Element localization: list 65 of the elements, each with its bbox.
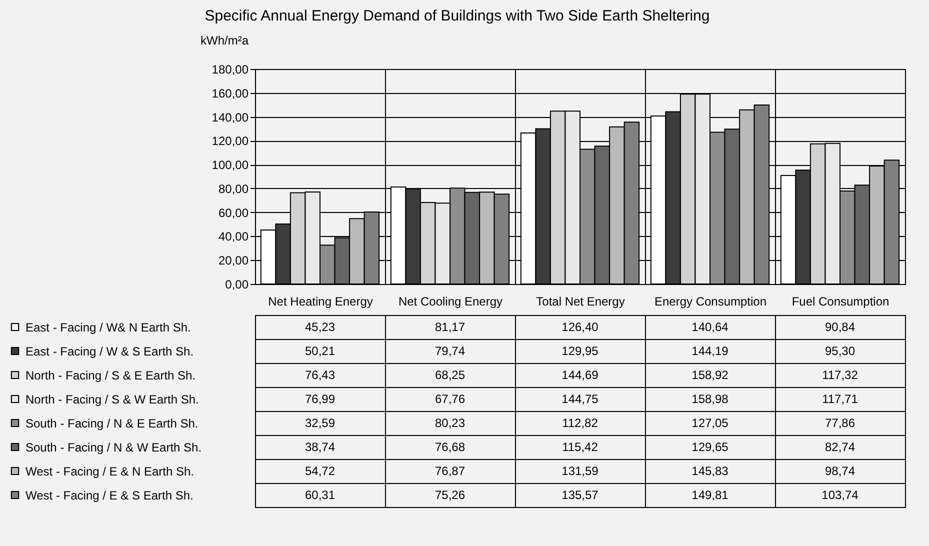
- y-axis-title: kWh/m²a: [200, 34, 249, 48]
- data-label: 54,72: [304, 464, 336, 478]
- x-tick-label: Fuel Consumption: [792, 294, 890, 308]
- legend-label: East - Facing / W& N Earth Sh.: [26, 320, 191, 334]
- y-tick-label: 140,00: [212, 110, 249, 124]
- legend-label: South - Facing / N & W Earth Sh.: [26, 440, 202, 454]
- data-label: 77,86: [824, 416, 856, 430]
- y-tick-label: 100,00: [212, 158, 249, 172]
- data-label: 67,76: [434, 392, 466, 406]
- data-label: 112,82: [562, 416, 598, 430]
- data-label: 129,65: [692, 440, 729, 454]
- data-label: 60,31: [304, 488, 336, 502]
- data-label: 80,23: [434, 416, 466, 430]
- data-label: 131,59: [562, 464, 599, 478]
- y-tick-label: 120,00: [212, 134, 249, 148]
- data-label: 79,74: [434, 344, 466, 358]
- y-tick-label: 80,00: [218, 182, 249, 196]
- data-label: 81,17: [434, 320, 466, 334]
- data-label: 140,64: [692, 320, 729, 334]
- y-tick-label: 40,00: [218, 230, 249, 244]
- data-label: 76,87: [434, 464, 466, 478]
- data-label: 126,40: [562, 320, 599, 334]
- y-tick-label: 160,00: [212, 86, 249, 100]
- data-label: 144,19: [692, 344, 729, 358]
- data-label: 45,23: [304, 320, 336, 334]
- chart-title: Specific Annual Energy Demand of Buildings with Two Side Earth Sheltering: [204, 8, 710, 24]
- data-label: 145,83: [692, 464, 729, 478]
- data-label: 68,25: [434, 368, 466, 382]
- data-label: 144,75: [562, 392, 599, 406]
- data-label: 32,59: [304, 416, 336, 430]
- data-label: 117,71: [822, 392, 858, 406]
- data-label: 90,84: [824, 320, 856, 334]
- data-label: 98,74: [824, 464, 856, 478]
- x-tick-label: Energy Consumption: [654, 294, 767, 308]
- data-label: 117,32: [822, 368, 858, 382]
- data-label: 129,95: [562, 344, 599, 358]
- y-tick-label: 180,00: [212, 62, 249, 76]
- legend-label: West - Facing / E & S Earth Sh.: [26, 488, 194, 502]
- data-label: 103,74: [822, 488, 859, 502]
- data-label: 158,92: [692, 368, 729, 382]
- y-tick-label: 60,00: [218, 206, 249, 220]
- data-label: 144,69: [562, 368, 599, 382]
- legend-label: East - Facing / W & S Earth Sh.: [26, 344, 194, 358]
- data-label: 82,74: [824, 440, 856, 454]
- data-label: 38,74: [304, 440, 336, 454]
- data-label: 95,30: [824, 344, 856, 358]
- data-label: 115,42: [562, 440, 598, 454]
- data-label: 76,68: [434, 440, 466, 454]
- legend-label: West - Facing / E & N Earth Sh.: [26, 464, 194, 478]
- data-label: 50,21: [304, 344, 336, 358]
- y-tick-label: 20,00: [218, 254, 249, 268]
- legend-label: South - Facing / N & E Earth Sh.: [26, 416, 198, 430]
- legend-label: North - Facing / S & E Earth Sh.: [26, 368, 196, 382]
- data-label: 149,81: [692, 488, 729, 502]
- y-tick-label: 0,00: [225, 278, 249, 292]
- legend-label: North - Facing / S & W Earth Sh.: [26, 392, 199, 406]
- data-label: 127,05: [692, 416, 729, 430]
- x-tick-label: Net Cooling Energy: [398, 294, 503, 308]
- x-tick-label: Net Heating Energy: [268, 294, 373, 308]
- data-label: 75,26: [434, 488, 466, 502]
- data-label: 76,43: [304, 368, 336, 382]
- x-tick-label: Total Net Energy: [536, 294, 625, 308]
- data-label: 76,99: [304, 392, 336, 406]
- data-label: 135,57: [562, 488, 599, 502]
- data-label: 158,98: [692, 392, 729, 406]
